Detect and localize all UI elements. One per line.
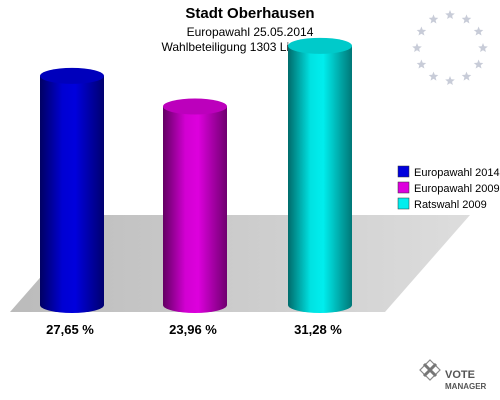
star-icon [416,59,427,69]
legend-label: Europawahl 2009 [414,183,500,195]
chart-subtitle: Europawahl 25.05.2014 [187,25,314,39]
legend-swatch [397,165,410,178]
value-label: 27,65 % [46,322,94,337]
bar [288,37,352,314]
bar [40,67,104,314]
star-icon [416,26,427,36]
star-icon [412,43,422,52]
star-icon [478,43,488,52]
value-label: 23,96 % [169,322,217,337]
legend-label: Europawahl 2014 [414,167,500,179]
star-icon [428,71,439,81]
legend: Europawahl 2014 Europawahl 2009 Ratswahl 2… [397,165,500,211]
value-labels: 27,65 % 23,96 % 31,28 % [46,322,342,337]
bar [163,98,227,313]
eu-stars-icon [412,10,488,85]
star-icon [461,71,472,81]
chart-floor [10,215,470,312]
star-icon [461,14,472,24]
star-icon [445,10,455,19]
brand-line2: MANAGER [445,382,487,391]
legend-label: Ratswahl 2009 [414,199,487,211]
star-icon [473,59,484,69]
value-label: 31,28 % [294,322,342,337]
vote-manager-logo: VOTE MANAGER [419,359,487,391]
bars-group [40,37,352,314]
chart-title: Stadt Oberhausen [185,5,314,22]
brand-line1: VOTE [445,369,475,381]
star-icon [445,76,455,85]
legend-swatch [397,197,410,210]
legend-swatch [397,181,410,194]
star-icon [428,14,439,24]
star-icon [473,26,484,36]
